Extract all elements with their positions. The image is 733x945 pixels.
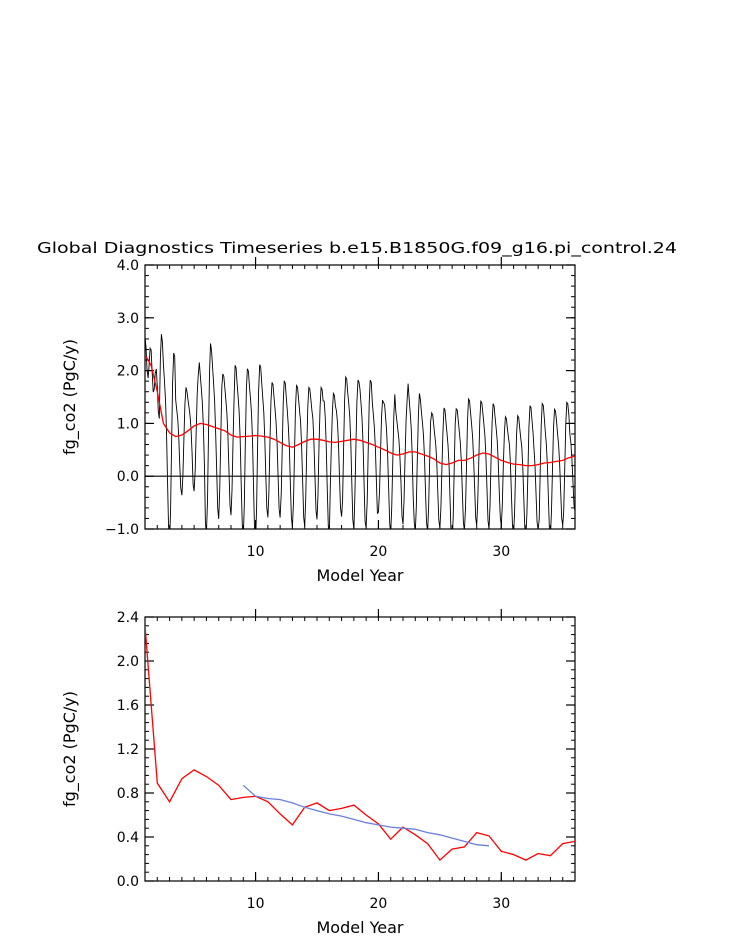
y-tick-label: 1.6 [117, 698, 139, 714]
x-tick-label: 20 [370, 544, 388, 560]
chart-title: Global Diagnostics Timeseries b.e15.B185… [37, 239, 677, 258]
y-tick-label: 2.0 [117, 364, 139, 380]
y-tick-label: 0.8 [117, 786, 139, 802]
y-axis-label: fg_co2 (PgC/y) [60, 339, 80, 455]
y-tick-label: 2.4 [117, 610, 139, 626]
series-annual-mean [145, 625, 575, 862]
y-tick-label: 4.0 [117, 258, 139, 274]
x-tick-label: 30 [492, 544, 510, 560]
y-tick-label: 1.2 [117, 742, 139, 758]
plot-frame [144, 264, 576, 530]
y-tick-label: 0.4 [117, 830, 139, 846]
x-axis-label: Model Year [317, 918, 404, 937]
top-panel: 10 20 30 −1.0 0.0 1.0 2.0 3.0 4.0 Model Year fg_co… [60, 257, 576, 585]
y-tick-label: 0.0 [117, 469, 139, 485]
plot-frame [144, 616, 576, 882]
series-monthly [145, 334, 575, 529]
bottom-panel: 10 20 30 0.0 0.4 0.8 1.2 1.6 2.0 2.4 Model Year fg_… [60, 609, 576, 937]
x-tick-label: 20 [370, 896, 388, 912]
x-tick-label: 30 [492, 896, 510, 912]
x-axis-label: Model Year [317, 566, 404, 585]
y-tick-label: 3.0 [117, 311, 139, 327]
y-tick-label: 2.0 [117, 654, 139, 670]
x-tick-label: 10 [247, 896, 265, 912]
y-tick-label: 0.0 [117, 874, 139, 890]
y-tick-label: −1.0 [105, 522, 139, 538]
x-tick-label: 10 [247, 544, 265, 560]
y-axis-label: fg_co2 (PgC/y) [60, 691, 80, 807]
series-running-mean [242, 784, 490, 847]
series-annual-mean [145, 354, 575, 467]
y-tick-label: 1.0 [117, 416, 139, 432]
